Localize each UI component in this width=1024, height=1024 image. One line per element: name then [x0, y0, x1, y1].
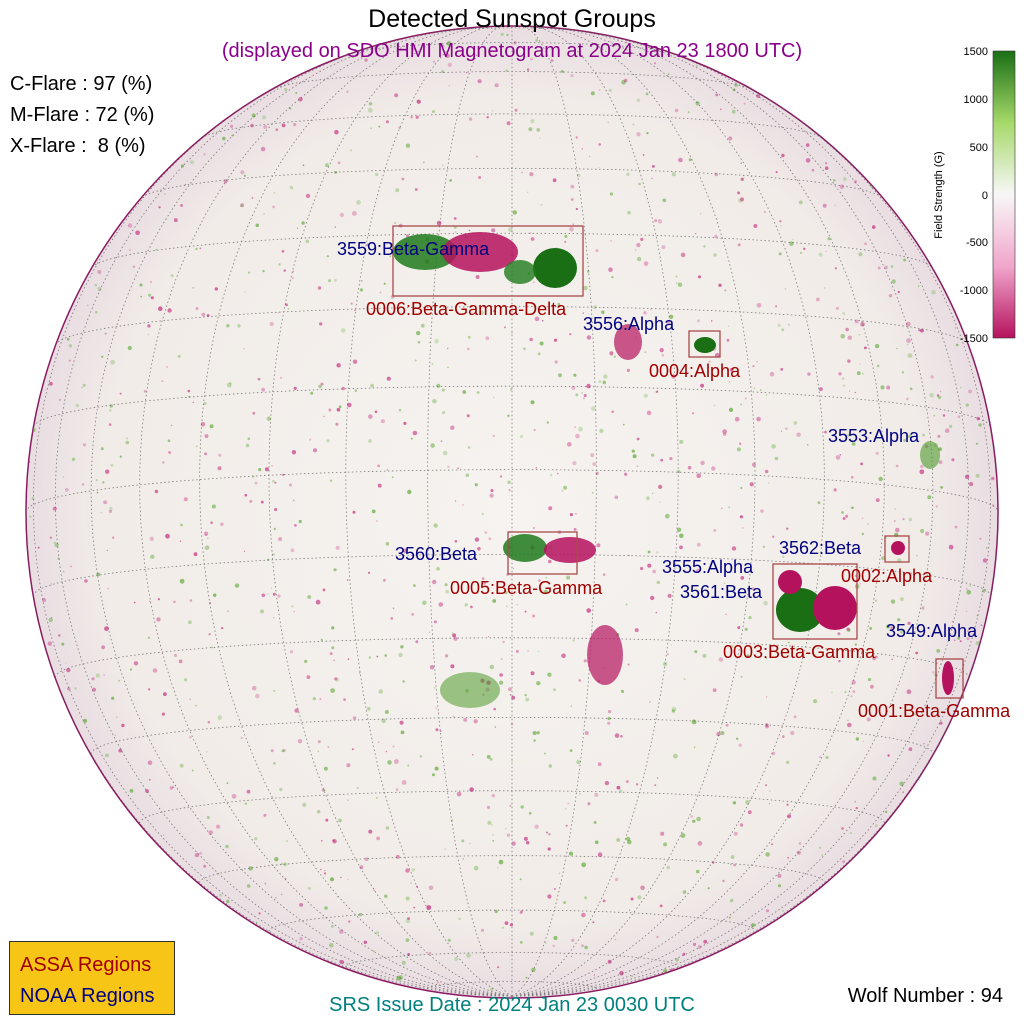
assa-label-0002: 0002:Alpha	[841, 566, 933, 586]
noaa-label-3555: 3555:Alpha	[662, 557, 754, 577]
assa-box-0002	[884, 535, 910, 563]
srs-issue-date: SRS Issue Date : 2024 Jan 23 0030 UTC	[329, 994, 695, 1016]
colorbar-label: Field Strength (G)	[933, 151, 945, 238]
noaa-label-3559: 3559:Beta-Gamma	[337, 239, 490, 259]
assa-box-0006	[392, 225, 584, 297]
assa-box-0004	[688, 330, 721, 358]
assa-region-boxes	[392, 225, 964, 699]
x-flare-probability: X-Flare : 8 (%)	[10, 135, 146, 157]
colorbar-tick: 0	[982, 190, 988, 202]
map-subtitle: (displayed on SDO HMI Magnetogram at 202…	[221, 40, 803, 62]
wolf-number: Wolf Number : 94	[847, 985, 1003, 1007]
assa-label-0005: 0005:Beta-Gamma	[450, 578, 603, 598]
magnetogram-field	[28, 32, 995, 991]
noaa-label-3553: 3553:Alpha	[828, 426, 920, 446]
assa-label-0006: 0006:Beta-Gamma-Delta	[366, 299, 567, 319]
legend-box	[9, 941, 175, 1015]
noaa-label-3556: 3556:Alpha	[583, 314, 675, 334]
noaa-label-3560: 3560:Beta	[395, 544, 478, 564]
assa-label-0003: 0003:Beta-Gamma	[723, 642, 876, 662]
assa-box-0005	[507, 531, 578, 575]
legend-assa-regions: ASSA Regions	[20, 954, 152, 976]
m-flare-probability: M-Flare : 72 (%)	[10, 104, 155, 126]
colorbar-tick: 1000	[964, 94, 988, 106]
noaa-label-3561: 3561:Beta	[680, 582, 763, 602]
colorbar-tick: -500	[966, 237, 988, 249]
colorbar-tick: 500	[970, 142, 988, 154]
noaa-label-3549: 3549:Alpha	[886, 621, 978, 641]
assa-box-0001	[935, 658, 964, 699]
field-strength-colorbar: 1500 1000 500 0 -500 -1000 -1500 Field S…	[933, 46, 1016, 345]
active-region-patches	[393, 232, 954, 708]
colorbar-tick: -1500	[960, 333, 988, 345]
map-title: Detected Sunspot Groups	[368, 5, 656, 33]
noaa-label-3562: 3562:Beta	[779, 538, 862, 558]
heliographic-grid	[26, 26, 998, 997]
colorbar-scale	[992, 50, 1016, 339]
c-flare-probability: C-Flare : 97 (%)	[10, 73, 153, 95]
assa-label-0004: 0004:Alpha	[649, 361, 741, 381]
assa-box-0003	[772, 563, 858, 640]
region-labels: 3559:Beta-Gamma 0006:Beta-Gamma-Delta 35…	[337, 239, 1011, 721]
colorbar-tick: 1500	[964, 46, 988, 58]
colorbar-tick: -1000	[960, 285, 988, 297]
assa-label-0001: 0001:Beta-Gamma	[858, 701, 1011, 721]
legend-noaa-regions: NOAA Regions	[20, 985, 155, 1007]
